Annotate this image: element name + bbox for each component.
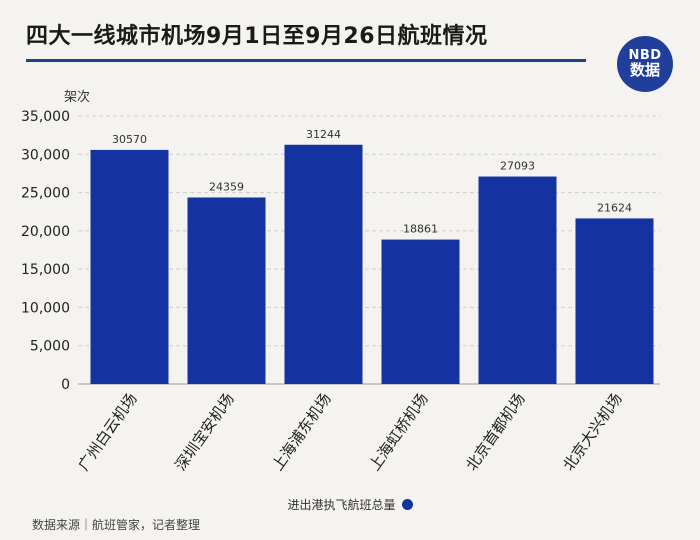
data-label: 21624	[597, 201, 632, 214]
y-axis-unit-label: 架次	[64, 90, 91, 105]
legend-label: 进出港执飞航班总量	[287, 498, 396, 512]
bar	[284, 144, 363, 384]
title-underline	[26, 59, 586, 62]
x-tick-label: 深圳宝安机场	[171, 390, 237, 474]
y-tick-label: 25,000	[21, 186, 70, 202]
source-note: 数据来源｜航班管家，记者整理	[32, 518, 201, 532]
y-tick-label: 10,000	[21, 300, 70, 316]
y-tick-label: 30,000	[21, 147, 70, 163]
x-tick-label: 上海浦东机场	[268, 390, 334, 474]
bar	[575, 218, 654, 384]
logo-text-data: 数据	[629, 60, 660, 79]
y-tick-label: 5,000	[30, 339, 70, 355]
x-tick-label: 上海虹桥机场	[365, 390, 431, 474]
bar	[381, 239, 460, 384]
nbd-logo: NBD 数据	[617, 36, 673, 92]
logo-text-nbd: NBD	[628, 48, 662, 64]
x-tick-label: 北京大兴机场	[559, 390, 625, 474]
data-label: 31244	[306, 128, 341, 141]
legend-swatch	[401, 499, 413, 510]
bar	[187, 197, 266, 384]
data-label: 24359	[209, 180, 244, 193]
y-tick-label: 0	[61, 377, 70, 393]
bar	[90, 149, 169, 384]
data-label: 27093	[500, 160, 535, 173]
data-label: 18861	[403, 223, 438, 236]
y-tick-label: 15,000	[21, 262, 70, 278]
bar	[478, 176, 557, 384]
legend: 进出港执飞航班总量	[0, 496, 700, 513]
x-tick-label: 广州白云机场	[74, 390, 140, 474]
chart-title: 四大一线城市机场9月1日至9月26日航班情况	[26, 24, 488, 49]
data-label: 30570	[112, 133, 147, 146]
x-tick-label: 北京首都机场	[462, 390, 528, 474]
y-tick-label: 35,000	[21, 109, 70, 125]
y-tick-label: 20,000	[21, 224, 70, 240]
